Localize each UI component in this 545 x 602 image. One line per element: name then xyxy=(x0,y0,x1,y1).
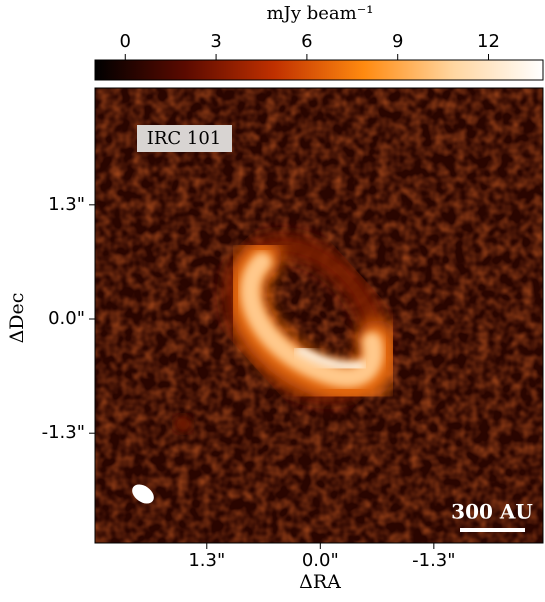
colorbar-tick-label: 3 xyxy=(210,31,221,52)
colorbar-tick-label: 0 xyxy=(120,31,131,52)
colorbar-label: mJy beam⁻¹ xyxy=(267,3,374,24)
x-axis-label: ΔRA xyxy=(299,571,341,593)
x-tick-label: -1.3" xyxy=(412,550,455,571)
annotation: IRC 101 xyxy=(147,128,222,149)
blob xyxy=(174,415,192,433)
image: IRC 101 300 AU xyxy=(95,88,543,543)
x-tick-label: 1.3" xyxy=(188,550,225,571)
colorbar-tick-label: 6 xyxy=(301,31,312,52)
y-tick-label: -1.3" xyxy=(42,422,85,443)
y-tick-label: 1.3" xyxy=(48,194,85,215)
label-box xyxy=(137,125,232,152)
panel-frame xyxy=(94,87,544,544)
colorbar-tick-label: 9 xyxy=(392,31,403,52)
image-noise xyxy=(95,88,543,543)
scale-bar-label: 300 AU xyxy=(451,500,533,524)
ring-peak xyxy=(295,345,365,372)
y-axis-label: ΔDec xyxy=(6,293,28,344)
colorbar xyxy=(94,59,544,81)
beam xyxy=(132,484,154,504)
x-tick-label: 0.0" xyxy=(302,550,339,571)
ring-bright xyxy=(240,252,384,388)
y-tick-label: 0.0" xyxy=(48,308,85,329)
colorbar-tick-label: 12 xyxy=(477,31,500,52)
